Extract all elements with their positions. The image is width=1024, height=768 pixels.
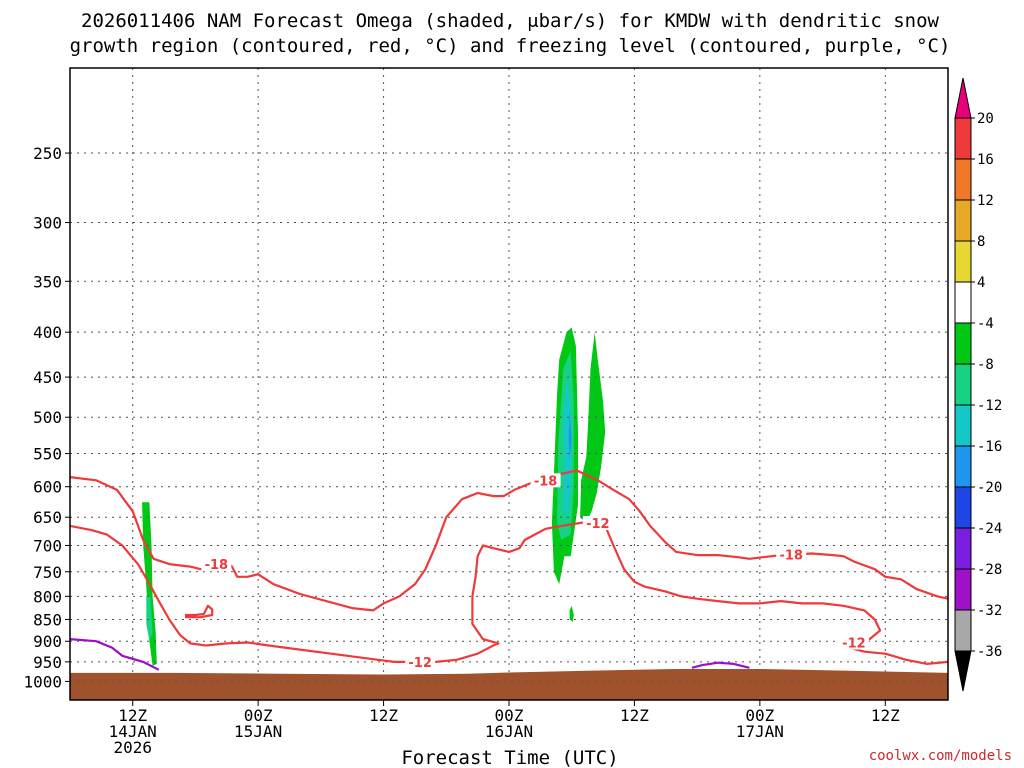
contour-label-bg: [405, 654, 436, 669]
x-tick-label-6-2: 2026: [113, 738, 152, 757]
colorbar-box-7: [954, 404, 972, 447]
colorbar-label-8: -16: [977, 439, 1002, 455]
contour-label-2: -12: [586, 517, 610, 532]
y-tick-label-700: 700: [33, 536, 62, 555]
contour-label-bg: [776, 547, 807, 562]
contour-line-3: [70, 638, 160, 671]
x-tick-label-78-0: 12Z: [871, 706, 900, 725]
y-tick-label-550: 550: [33, 445, 62, 464]
colorbar-label-5: -4: [977, 316, 994, 332]
omega-region-blue-b: [568, 409, 572, 461]
y-tick-label-300: 300: [33, 214, 62, 233]
y-tick-label-450: 450: [33, 368, 62, 387]
contour-label-0: -18: [205, 558, 229, 573]
y-tick-label-800: 800: [33, 587, 62, 606]
colorbar-box-5: [954, 322, 972, 365]
x-tick-label-6-0: 12Z: [118, 706, 147, 725]
y-tick-label-650: 650: [33, 508, 62, 527]
x-tick-label-66-1: 17JAN: [736, 722, 784, 741]
colorbar-box-4: [954, 281, 972, 324]
y-tick-label-500: 500: [33, 408, 62, 427]
colorbar-bottom-arrow: [954, 650, 972, 692]
colorbar-box-12: [954, 609, 972, 652]
y-tick-label-350: 350: [33, 272, 62, 291]
contour-label-bg: [530, 473, 561, 488]
contour-label-bg: [838, 635, 869, 650]
colorbar-box-10: [954, 527, 972, 570]
colorbar-label-3: 8: [977, 234, 985, 250]
colorbar-label-9: -20: [977, 480, 1002, 496]
colorbar-label-6: -8: [977, 357, 994, 373]
contour-line-1: [70, 518, 948, 666]
credit-text[interactable]: coolwx.com/models: [869, 748, 1012, 764]
terrain-surface: [70, 669, 948, 700]
colorbar-label-7: -12: [977, 398, 1002, 414]
y-tick-label-750: 750: [33, 563, 62, 582]
contour-label-4: -12: [842, 637, 866, 652]
colorbar-label-12: -32: [977, 603, 1002, 619]
colorbar-top-arrow: [954, 77, 972, 119]
omega-region-green-d: [569, 605, 574, 622]
colorbar-box-6: [954, 363, 972, 406]
y-tick-label-1000: 1000: [23, 672, 62, 691]
y-tick-label-850: 850: [33, 610, 62, 629]
colorbar-label-2: 12: [977, 193, 994, 209]
colorbar-label-0: 20: [977, 111, 994, 127]
omega-region-green-c: [580, 332, 606, 523]
y-tick-label-400: 400: [33, 323, 62, 342]
x-tick-label-18-0: 00Z: [244, 706, 273, 725]
x-tick-label-54-0: 12Z: [620, 706, 649, 725]
omega-region-yellow-a: [142, 275, 150, 360]
colorbar-box-3: [954, 240, 972, 283]
contour-line-4: [691, 661, 750, 669]
omega-region-cyan-a: [146, 596, 153, 642]
omega-region-yellow-b: [247, 372, 263, 461]
colorbar-box-0: [954, 117, 972, 160]
contour-line-0: [70, 469, 948, 612]
colorbar: 20 16 12 8 4 -4 -8 -12 -16 -20 -24 -28 -32 -36: [954, 77, 1002, 692]
x-tick-label-18-1: 15JAN: [234, 722, 282, 741]
x-axis-label: Forecast Time (UTC): [401, 747, 618, 768]
y-tick-label-600: 600: [33, 478, 62, 497]
y-tick-label-950: 950: [33, 653, 62, 672]
x-tick-label-6-1: 14JAN: [109, 722, 157, 741]
contour-label-5: -12: [408, 656, 432, 671]
chart-title-line-2: growth region (contoured, red, °C) and f…: [70, 35, 951, 57]
colorbar-label-4: 4: [977, 275, 985, 291]
colorbar-box-9: [954, 486, 972, 529]
colorbar-box-2: [954, 199, 972, 242]
colorbar-box-8: [954, 445, 972, 488]
contour-line-2: [185, 604, 214, 619]
contour-label-3: -18: [779, 549, 803, 564]
colorbar-label-13: -36: [977, 644, 1002, 660]
colorbar-box-1: [954, 158, 972, 201]
colorbar-label-10: -24: [977, 521, 1002, 537]
colorbar-box-11: [954, 568, 972, 611]
x-tick-label-42-1: 16JAN: [485, 722, 533, 741]
y-tick-label-250: 250: [33, 144, 62, 163]
contour-label-1: -18: [534, 474, 558, 489]
x-tick-label-30-0: 12Z: [369, 706, 398, 725]
x-tick-label-42-0: 00Z: [495, 706, 524, 725]
chart-title-line-1: 2026011406 NAM Forecast Omega (shaded, μ…: [81, 10, 939, 32]
colorbar-label-11: -28: [977, 562, 1002, 578]
contour-label-bg: [201, 557, 232, 572]
colorbar-label-1: 16: [977, 152, 994, 168]
contour-label-bg: [582, 516, 613, 531]
y-tick-label-900: 900: [33, 632, 62, 651]
plot-area: -18 -18 -12 -18 -12 -12 250 300 350 400 450 500 550 6…: [23, 67, 1002, 757]
plot-inner: -18 -18 -12 -18 -12 -12: [70, 68, 948, 700]
x-tick-label-66-0: 00Z: [745, 706, 774, 725]
